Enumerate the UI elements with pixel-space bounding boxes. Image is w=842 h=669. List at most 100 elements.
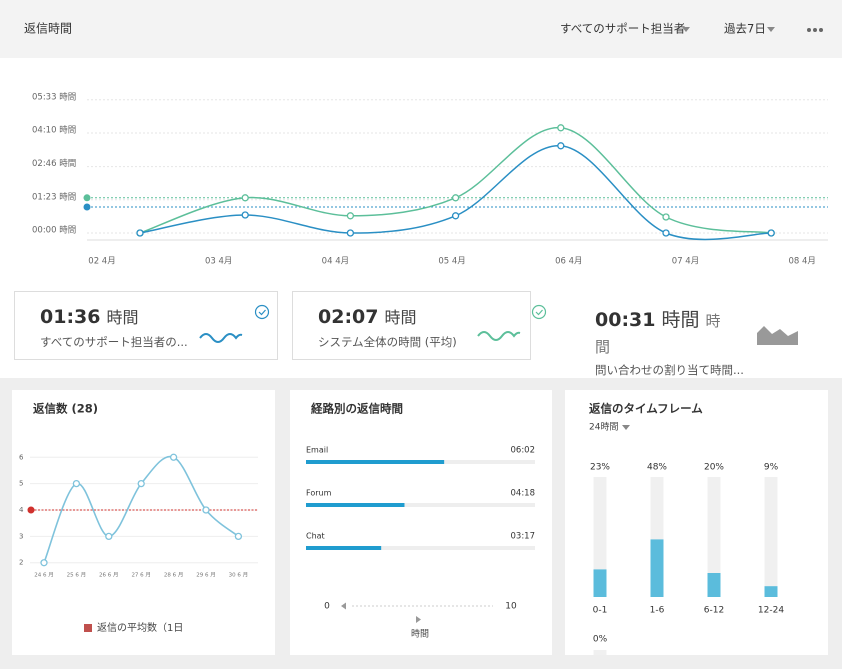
y-tick-label: 5 — [19, 480, 23, 488]
point — [346, 212, 355, 220]
point — [137, 479, 145, 488]
bar-track — [707, 477, 721, 597]
value-label: 9% — [764, 463, 779, 473]
kpi-unit: 時間 — [384, 308, 417, 327]
point — [241, 211, 249, 219]
bar-label: Chat — [306, 532, 325, 541]
x-tick-label: 02 4月 — [88, 257, 115, 267]
x-tick-label: 08 4月 — [788, 257, 815, 267]
dropdown-caret[interactable] — [622, 425, 630, 430]
y-tick-label: 01:23 時間 — [32, 192, 76, 202]
point — [767, 229, 775, 237]
timeframe-dropdown[interactable]: 24時間 — [589, 422, 618, 433]
x-tick-label: 6-12 — [704, 606, 724, 616]
point — [662, 229, 670, 237]
kpi-value: 02:07 — [318, 306, 379, 328]
panel — [565, 390, 828, 655]
dropdown-caret[interactable] — [682, 27, 690, 32]
point — [451, 212, 460, 220]
kpi-value: 00:31 — [595, 309, 656, 331]
x-tick-label: 05 4月 — [438, 257, 465, 267]
point — [346, 229, 355, 237]
bar — [306, 546, 382, 550]
check-icon — [531, 304, 547, 320]
bar — [707, 573, 721, 597]
agent-filter[interactable]: すべてのサポート担当者 — [560, 22, 685, 36]
bar-track — [306, 503, 535, 507]
y-tick-label: 2 — [19, 559, 23, 567]
y-tick-label: 4 — [19, 506, 24, 514]
point — [234, 532, 243, 541]
line — [139, 145, 772, 241]
kpi-card: 01:36 時間 すべてのサポート担当者の... — [14, 291, 278, 360]
check-icon — [258, 309, 266, 316]
sparkline-icon — [757, 326, 798, 345]
bar — [306, 460, 445, 464]
x-tick-label: 0-1 — [593, 606, 608, 616]
page-title: 返信時間 — [24, 22, 72, 36]
scroll-arrow — [416, 616, 421, 623]
x-tick-label: 1-6 — [650, 606, 665, 616]
axis-label: 時間 — [411, 629, 429, 640]
kpi-value-row: 01:36 時間 — [40, 304, 139, 328]
point — [136, 229, 144, 237]
kpi-unit: 時間 — [595, 312, 721, 356]
y-tick-label: 3 — [19, 532, 23, 540]
value-label: 23% — [590, 463, 610, 473]
legend-swatch — [84, 624, 92, 632]
point — [72, 479, 81, 488]
x-tick-label: 25 6 月 — [67, 572, 87, 579]
bar-track — [306, 546, 535, 550]
kpi-card: 02:07 時間 システム全体の時間 (平均) — [292, 291, 531, 360]
value-label: 0% — [593, 635, 608, 645]
bar-label: Forum — [306, 489, 332, 498]
kpi-label: すべてのサポート担当者の... — [40, 335, 188, 349]
x-tick-label: 03 4月 — [205, 257, 232, 267]
header-bar — [0, 0, 842, 58]
kpi-label: システム全体の時間 (平均) — [318, 335, 457, 349]
more-menu[interactable] — [807, 28, 823, 32]
point — [105, 532, 113, 541]
value-label: 20% — [704, 463, 724, 473]
check-icon — [254, 304, 270, 320]
period-filter[interactable]: 過去7日 — [724, 22, 766, 36]
point — [662, 213, 670, 221]
point — [241, 194, 249, 202]
legend-label: 返信の平均数（1日 — [97, 621, 183, 634]
reference-dot — [83, 194, 91, 202]
point — [557, 142, 565, 150]
x-tick-label: 04 4月 — [322, 257, 349, 267]
value-label: 06:02 — [511, 446, 536, 456]
x-tick-label: 06 4月 — [555, 257, 582, 267]
bar-track — [593, 650, 607, 655]
x-tick-label: 26 6 月 — [99, 572, 119, 579]
value-label: 48% — [647, 463, 667, 473]
panel-title: 返信数 (28) — [33, 402, 98, 416]
x-tick-label: 24 6 月 — [34, 572, 54, 579]
x-tick-label: 12-24 — [758, 606, 784, 616]
scroll-arrow — [341, 602, 346, 610]
y-tick-label: 00:00 時間 — [32, 226, 76, 236]
panel-title: 経路別の返信時間 — [311, 402, 403, 416]
y-tick-label: 05:33 時間 — [32, 92, 76, 102]
bar-track — [764, 477, 778, 597]
x-tick-label: 10 — [505, 602, 517, 612]
point — [202, 506, 210, 514]
kpi-label: 問い合わせの割り当て時間... — [595, 363, 744, 377]
x-tick-label: 27 6 月 — [131, 572, 151, 579]
bar — [764, 586, 778, 597]
x-tick-label: 28 6 月 — [164, 572, 184, 579]
point — [169, 453, 178, 461]
check-icon — [535, 309, 543, 316]
point — [557, 124, 565, 132]
bar-label: Email — [306, 446, 328, 455]
sparkline-icon — [477, 331, 521, 341]
dropdown-caret[interactable] — [767, 27, 775, 32]
panel — [290, 390, 552, 655]
bar-track — [593, 477, 607, 597]
point — [451, 194, 460, 202]
sparkline-icon — [199, 333, 243, 343]
average-dot — [27, 506, 35, 514]
